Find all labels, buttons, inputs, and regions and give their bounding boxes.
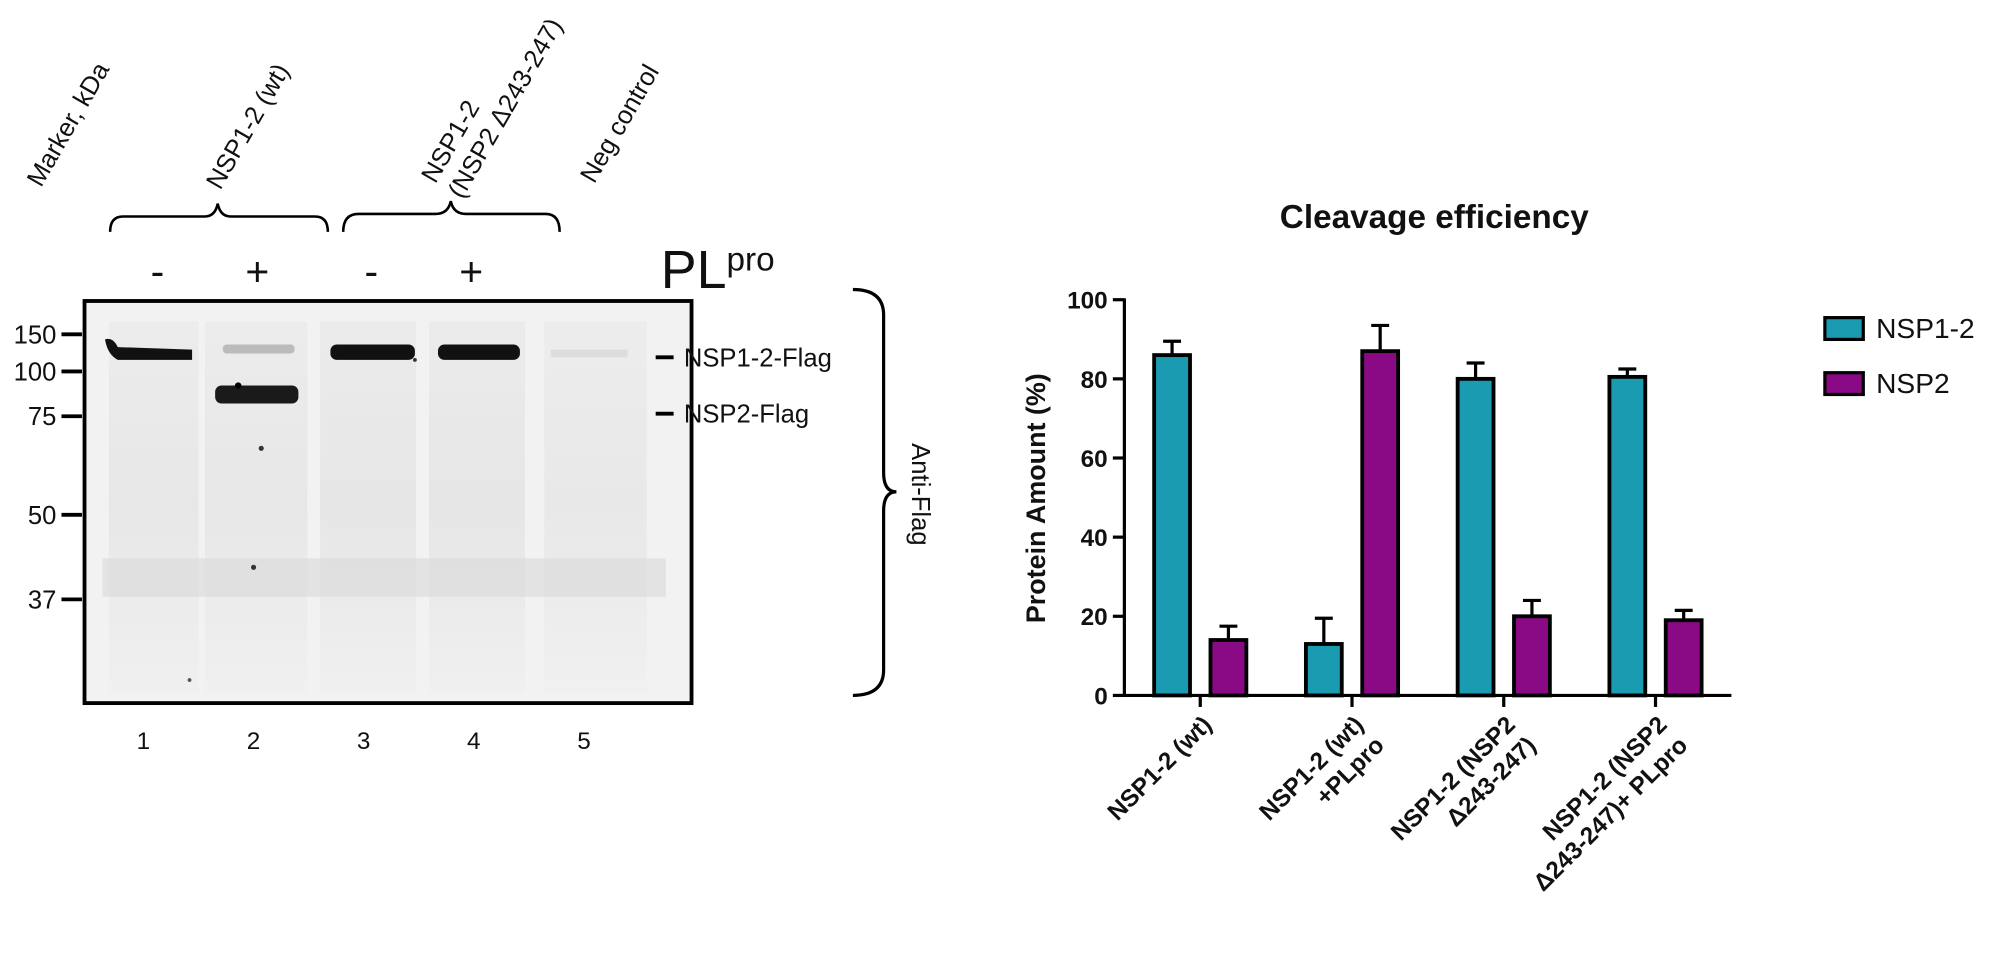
bar [1360,349,1401,698]
legend-label: NSP2 [1876,367,1950,399]
x-tick-label: NSP1-2 (NSP2Δ243-247)+ PLpro [1508,711,1693,896]
bar [1455,376,1496,698]
legend-swatch [1823,316,1865,342]
marker-label: 37 [28,586,57,614]
error-bar [1371,323,1390,352]
y-tick-label: 20 [1081,604,1108,631]
bar [1607,374,1648,698]
y-axis-label: Protein Amount (%) [1021,373,1051,623]
bar [1512,614,1552,698]
y-tick-label: 0 [1094,683,1108,710]
antibody-label: Anti-Flag [906,443,934,545]
treatment-sign: - [365,249,379,295]
error-bar [1466,361,1485,379]
bar [1208,638,1249,698]
marker-label: 150 [14,321,57,349]
lane-number: 4 [467,728,481,755]
legend-label: NSP1-2 [1876,312,1975,344]
lane-number: 3 [357,728,371,755]
marker-label: 75 [28,403,57,431]
band-label: NSP1-2-Flag [684,344,832,372]
marker-ticks [61,332,674,602]
bracket [341,200,561,232]
error-bar [1314,616,1333,644]
lane-number: 2 [247,728,261,755]
x-tick-label: NSP1-2 (wt)+PLpro [1254,711,1389,846]
treatment-sign: + [245,249,269,295]
x-tick-label: NSP1-2 (NSP2Δ243-247) [1386,711,1541,866]
y-tick-label: 80 [1081,367,1108,394]
y-tick-label: 40 [1081,525,1108,552]
error-bar [1163,339,1182,356]
lane-number: 1 [137,728,151,755]
error-bar [1522,598,1541,617]
treatment-base: PL [661,240,727,300]
treatment-label: PLpro [661,240,775,300]
lane-header: Marker, kDa [22,57,116,191]
error-bar [1674,608,1693,621]
bar [1663,618,1704,698]
y-tick-label: 60 [1081,446,1108,473]
error-bar [1219,624,1238,641]
lane-header: Neg control [575,60,665,187]
marker-label: 100 [14,358,57,386]
lane-header: NSP1-2 (wt) [201,59,295,194]
marker-label: 50 [28,502,57,530]
chart-title: Cleavage efficiency [1280,199,1589,236]
bar [1303,642,1344,698]
treatment-sign: - [151,249,165,295]
brace [852,287,897,698]
lane-number: 5 [577,728,591,755]
blot-image [82,299,694,706]
legend-swatch [1823,371,1865,397]
treatment-sup: pro [727,241,775,278]
x-tick-label: NSP1-2 (wt) [1103,711,1218,826]
bar [1152,353,1192,698]
band-label: NSP2-Flag [684,401,809,429]
lane-header: NSP1-2(NSP2 Δ243-247) [416,0,568,203]
bracket [108,203,330,232]
treatment-sign: + [459,249,483,295]
y-tick-label: 100 [1067,288,1108,315]
error-bar [1618,367,1637,377]
